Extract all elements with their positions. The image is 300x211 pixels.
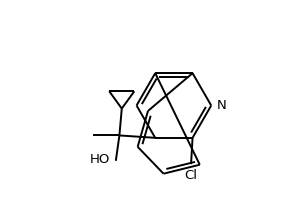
Text: Cl: Cl xyxy=(184,169,198,183)
Text: HO: HO xyxy=(90,153,110,166)
Text: N: N xyxy=(217,99,226,112)
